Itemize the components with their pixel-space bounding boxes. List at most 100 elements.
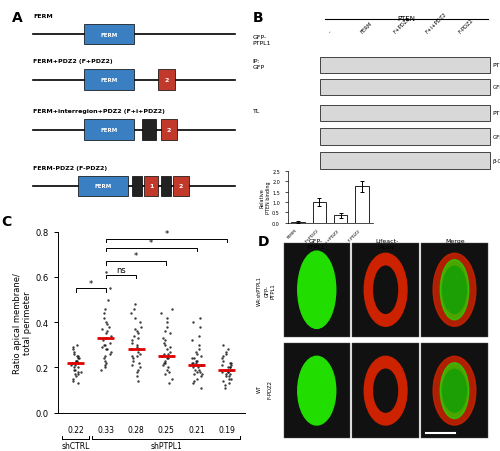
Point xyxy=(194,368,202,376)
Point xyxy=(102,335,110,342)
Point xyxy=(193,375,201,382)
Text: F-PDZ2: F-PDZ2 xyxy=(458,18,474,35)
Point xyxy=(226,359,234,367)
Point xyxy=(74,371,82,378)
Ellipse shape xyxy=(298,356,336,425)
Point xyxy=(72,373,80,380)
Point xyxy=(101,353,109,360)
Point xyxy=(160,357,168,364)
Point xyxy=(74,353,82,360)
Point xyxy=(106,339,114,346)
Bar xyxy=(334,216,347,223)
Text: 0.25: 0.25 xyxy=(158,425,175,434)
Point xyxy=(190,371,198,378)
Point xyxy=(224,380,232,387)
Point xyxy=(101,357,109,364)
Point xyxy=(70,350,78,358)
Text: FERM: FERM xyxy=(360,21,374,35)
Point xyxy=(228,366,235,373)
Point xyxy=(134,348,141,355)
Point xyxy=(132,328,140,335)
Point xyxy=(68,359,76,367)
FancyBboxPatch shape xyxy=(78,176,128,197)
Point xyxy=(218,368,226,376)
Point xyxy=(197,373,205,380)
Point xyxy=(168,305,175,313)
Point xyxy=(102,359,110,367)
Point xyxy=(189,364,197,371)
Point xyxy=(218,362,226,369)
Point xyxy=(70,344,78,351)
Point xyxy=(130,332,138,340)
Point xyxy=(227,362,235,369)
Point xyxy=(132,341,140,349)
Y-axis label: Relative
PTEN binding: Relative PTEN binding xyxy=(260,181,270,214)
Text: F+PDZ2: F+PDZ2 xyxy=(392,16,411,35)
Text: GFP-PTPL1: GFP-PTPL1 xyxy=(492,85,500,90)
Point xyxy=(68,375,76,382)
Text: Merge: Merge xyxy=(446,239,466,244)
Point xyxy=(196,323,204,331)
Point xyxy=(104,296,112,304)
Text: GFP-
PTPL1: GFP- PTPL1 xyxy=(265,282,276,298)
Point xyxy=(70,377,78,385)
FancyBboxPatch shape xyxy=(320,129,490,145)
Point xyxy=(192,366,200,373)
Point xyxy=(100,355,108,362)
Point xyxy=(160,339,168,346)
Point xyxy=(127,346,135,353)
Point xyxy=(72,366,80,373)
Point xyxy=(222,373,230,380)
Point xyxy=(222,348,230,355)
Text: FERM+PDZ2 (F+PDZ2): FERM+PDZ2 (F+PDZ2) xyxy=(33,59,112,64)
FancyBboxPatch shape xyxy=(320,153,490,169)
Text: F-PDZ2: F-PDZ2 xyxy=(268,379,273,398)
Point xyxy=(219,357,227,364)
Point xyxy=(128,362,136,369)
Point xyxy=(164,364,172,371)
Point xyxy=(106,285,114,292)
Point xyxy=(190,380,198,387)
Point xyxy=(163,323,171,331)
Text: FERM: FERM xyxy=(100,32,117,37)
Ellipse shape xyxy=(374,267,398,314)
Point xyxy=(220,384,228,391)
Point xyxy=(68,346,76,353)
Point xyxy=(103,321,111,328)
Point xyxy=(192,357,200,364)
Point xyxy=(98,326,106,333)
FancyBboxPatch shape xyxy=(144,176,158,197)
Point xyxy=(136,319,144,326)
Text: *: * xyxy=(149,239,154,247)
Point xyxy=(224,375,232,382)
FancyBboxPatch shape xyxy=(142,120,156,141)
Point xyxy=(160,359,168,367)
Point xyxy=(72,357,80,364)
Point xyxy=(218,341,226,349)
Point xyxy=(135,359,143,367)
Text: 0.33: 0.33 xyxy=(98,425,114,434)
Point xyxy=(222,371,230,378)
Point xyxy=(192,359,200,367)
Point xyxy=(190,359,198,367)
Point xyxy=(196,346,203,353)
Text: PTEN: PTEN xyxy=(397,15,415,22)
Point xyxy=(71,371,79,378)
Bar xyxy=(312,202,326,223)
Point xyxy=(127,310,135,317)
Point xyxy=(134,330,142,337)
Ellipse shape xyxy=(433,356,476,425)
Text: 0.21: 0.21 xyxy=(188,425,205,434)
FancyBboxPatch shape xyxy=(160,120,176,141)
Point xyxy=(159,335,167,342)
Point xyxy=(226,364,234,371)
Point xyxy=(74,364,82,371)
FancyBboxPatch shape xyxy=(352,243,419,337)
Ellipse shape xyxy=(364,253,407,327)
Point xyxy=(196,368,204,376)
Point xyxy=(101,362,109,369)
Point xyxy=(131,326,139,333)
FancyBboxPatch shape xyxy=(284,243,350,337)
Text: GFP-
PTPL1: GFP- PTPL1 xyxy=(252,35,271,46)
FancyBboxPatch shape xyxy=(352,344,419,438)
